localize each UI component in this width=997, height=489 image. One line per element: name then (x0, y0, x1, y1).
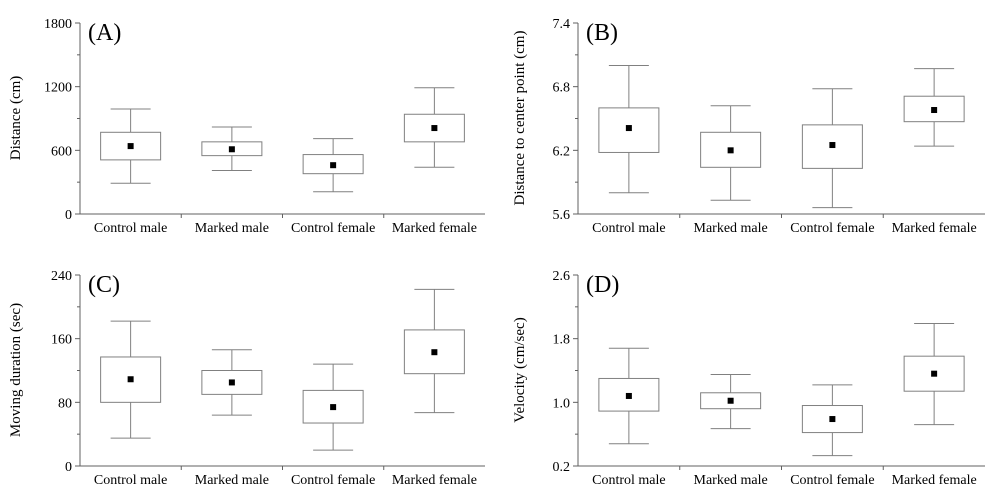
box-3 (403, 87, 465, 168)
mean-marker (431, 349, 438, 356)
y-tick-label: 2.6 (553, 269, 571, 284)
x-category-label: Marked male (195, 473, 269, 488)
box-1 (201, 126, 263, 171)
mean-marker (829, 142, 836, 149)
y-tick-label: 1800 (44, 17, 72, 32)
y-tick-label: 1.8 (553, 333, 571, 348)
x-category-label: Marked female (392, 473, 477, 488)
y-axis-label: Distance to center point (cm) (512, 31, 528, 206)
y-axis-label: Distance (cm) (8, 76, 24, 161)
panel-d: 0.2 1.0 1.8 2.6 Control male Marked male Contr… (512, 269, 985, 488)
box-3 (903, 323, 965, 426)
box-2 (801, 384, 863, 457)
y-tick-label: 600 (51, 144, 72, 159)
mean-marker (727, 397, 734, 404)
x-category-label: Marked male (195, 221, 269, 236)
y-tick-label: 5.6 (553, 208, 571, 223)
y-tick-label: 7.4 (553, 17, 571, 32)
mean-marker (931, 370, 938, 377)
box-2 (302, 363, 364, 451)
mean-marker (829, 416, 836, 423)
panel-b: 5.6 6.2 6.8 7.4 Control male Marked male Contr… (512, 17, 985, 236)
y-tick-label: 80 (58, 396, 72, 411)
mean-marker (127, 376, 134, 383)
panel-letter: (A) (88, 20, 121, 46)
panel-letter: (B) (586, 20, 618, 46)
box-0 (100, 320, 162, 439)
x-category-label: Control female (790, 221, 874, 236)
y-tick-label: 6.8 (553, 81, 571, 96)
x-category-label: Marked female (392, 221, 477, 236)
box-2 (302, 138, 364, 193)
mean-marker (127, 143, 134, 150)
x-category-label: Marked female (892, 221, 977, 236)
mean-marker (625, 392, 632, 399)
x-category-label: Control female (291, 473, 375, 488)
panel-letter: (C) (88, 272, 120, 298)
y-tick-label: 1200 (44, 81, 72, 96)
mean-marker (931, 107, 938, 114)
panel-a: 0 600 1200 1800 Control male Marked male Contr… (8, 17, 485, 236)
panel-c: 0 80 160 240 Control male Marked male Control … (8, 269, 485, 488)
y-tick-label: 160 (51, 333, 72, 348)
mean-marker (228, 146, 235, 153)
mean-marker (330, 404, 337, 411)
x-category-label: Control female (790, 473, 874, 488)
x-category-label: Control male (94, 221, 168, 236)
iqr-box (302, 389, 364, 424)
box-1 (700, 105, 762, 201)
y-axis-label: Velocity (cm/sec) (512, 317, 528, 422)
box-3 (903, 68, 965, 147)
y-tick-label: 6.2 (553, 144, 571, 159)
mean-marker (228, 379, 235, 386)
box-1 (700, 373, 762, 430)
y-axis-label: Moving duration (sec) (8, 303, 24, 437)
mean-marker (727, 147, 734, 154)
y-tick-label: 0.2 (553, 460, 571, 475)
x-category-label: Marked male (694, 221, 768, 236)
panel-letter: (D) (586, 272, 619, 298)
box-0 (598, 64, 660, 194)
mean-marker (431, 125, 438, 132)
x-category-label: Control male (592, 473, 666, 488)
box-0 (598, 347, 660, 445)
x-category-label: Control male (94, 473, 168, 488)
x-category-label: Control female (291, 221, 375, 236)
box-2 (801, 88, 863, 209)
box-1 (201, 349, 263, 416)
y-tick-label: 1.0 (553, 396, 571, 411)
x-category-label: Marked male (694, 473, 768, 488)
mean-marker (330, 162, 337, 169)
x-category-label: Control male (592, 221, 666, 236)
y-tick-label: 0 (65, 460, 72, 475)
y-tick-label: 240 (51, 269, 72, 284)
box-0 (100, 108, 162, 184)
mean-marker (625, 125, 632, 132)
x-category-label: Marked female (892, 473, 977, 488)
box-3 (403, 288, 465, 414)
y-tick-label: 0 (65, 208, 72, 223)
